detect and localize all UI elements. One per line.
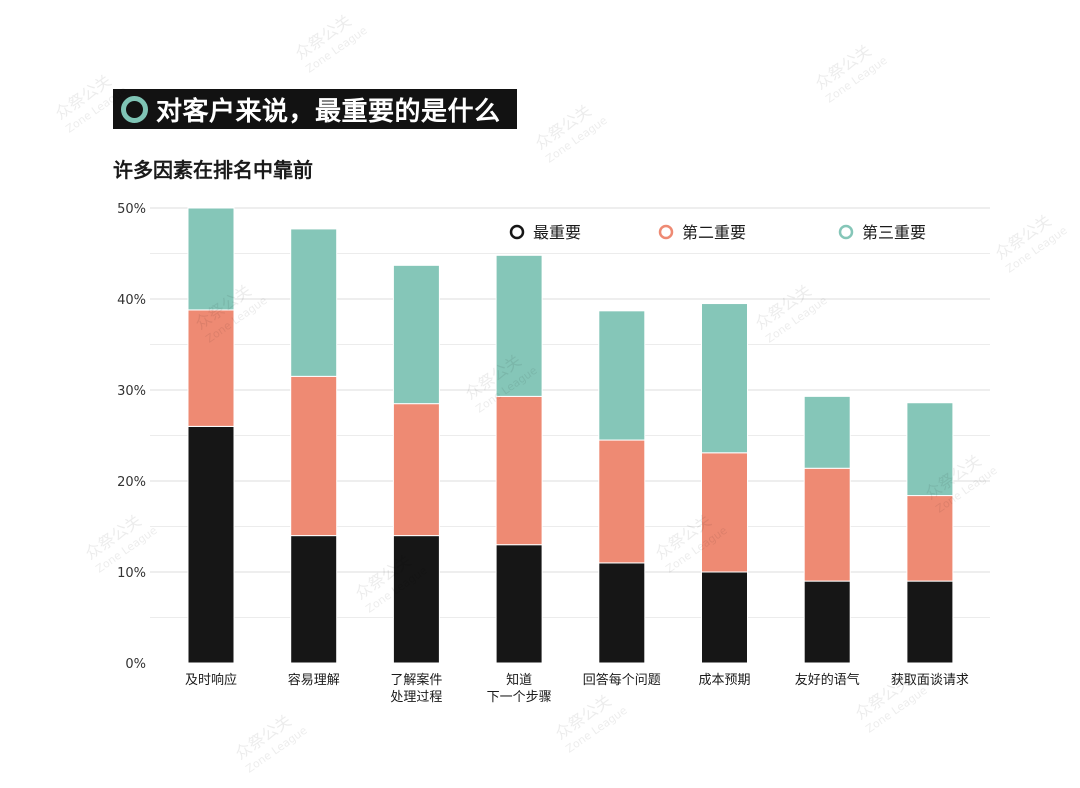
legend-label: 最重要 — [533, 223, 581, 242]
bar-segment-most-important — [495, 544, 543, 664]
bar-segment-third-important — [495, 254, 543, 397]
legend: 最重要 第二重要 第三重要 — [509, 223, 926, 242]
x-tick-label: 及时响应 — [185, 672, 237, 688]
bar-segment-third-important — [187, 207, 235, 311]
x-tick-label: 回答每个问题 — [583, 672, 661, 688]
y-tick-label: 40% — [117, 293, 146, 308]
legend-marker-third-important — [838, 224, 854, 240]
ring-icon — [121, 95, 148, 123]
legend-label: 第三重要 — [862, 223, 926, 242]
x-tick-label: 获取面谈请求 — [891, 673, 969, 688]
legend-marker-most-important — [509, 224, 525, 240]
y-tick-label: 50% — [117, 202, 146, 217]
bar-segment-second-important — [598, 439, 646, 564]
gridlines — [150, 207, 990, 618]
y-tick-label: 20% — [117, 475, 146, 490]
bar-segment-second-important — [701, 452, 748, 573]
x-tick-label: 友好的语气 — [795, 672, 860, 688]
page-title: 对客户来说，最重要的是什么 — [156, 96, 501, 127]
bar-segment-second-important — [392, 403, 440, 537]
x-tick-label: 处理过程 — [390, 690, 442, 705]
bar-segment-second-important — [803, 467, 851, 582]
bar-segment-most-important — [906, 580, 954, 664]
chart-subtitle: 许多因素在排名中靠前 — [113, 158, 313, 182]
x-tick-label: 了解案件 — [390, 673, 442, 688]
bar-segment-third-important — [906, 402, 954, 497]
bar-segment-third-important — [290, 228, 338, 377]
legend-label: 第二重要 — [682, 223, 746, 242]
x-tick-label: 知道 — [506, 672, 532, 688]
bar-segment-second-important — [290, 375, 338, 537]
bar-segment-most-important — [392, 535, 440, 664]
bar-segment-third-important — [803, 395, 851, 469]
bar-segment-third-important — [701, 303, 748, 454]
bar-segment-most-important — [803, 580, 851, 664]
bar-segment-most-important — [187, 425, 235, 664]
bar-segment-second-important — [495, 395, 543, 546]
y-tick-label: 30% — [117, 384, 146, 399]
x-tick-label: 容易理解 — [288, 672, 340, 688]
y-tick-label: 10% — [117, 566, 146, 581]
bar-segment-second-important — [187, 309, 235, 427]
bars — [187, 207, 954, 664]
title-bar: 对客户来说，最重要的是什么 — [113, 89, 517, 129]
x-tick-label: 成本预期 — [698, 673, 750, 688]
bar-segment-third-important — [392, 264, 440, 405]
bar-segment-most-important — [701, 571, 748, 664]
y-tick-label: 0% — [125, 657, 146, 672]
x-tick-label: 下一个步骤 — [487, 690, 552, 705]
y-axis-ticks: 0% 10% 20% 30% 40% 50% — [117, 202, 146, 672]
bar-segment-most-important — [598, 562, 646, 664]
bar-segment-most-important — [290, 535, 338, 664]
legend-marker-second-important — [658, 224, 674, 240]
bar-segment-third-important — [598, 310, 646, 441]
